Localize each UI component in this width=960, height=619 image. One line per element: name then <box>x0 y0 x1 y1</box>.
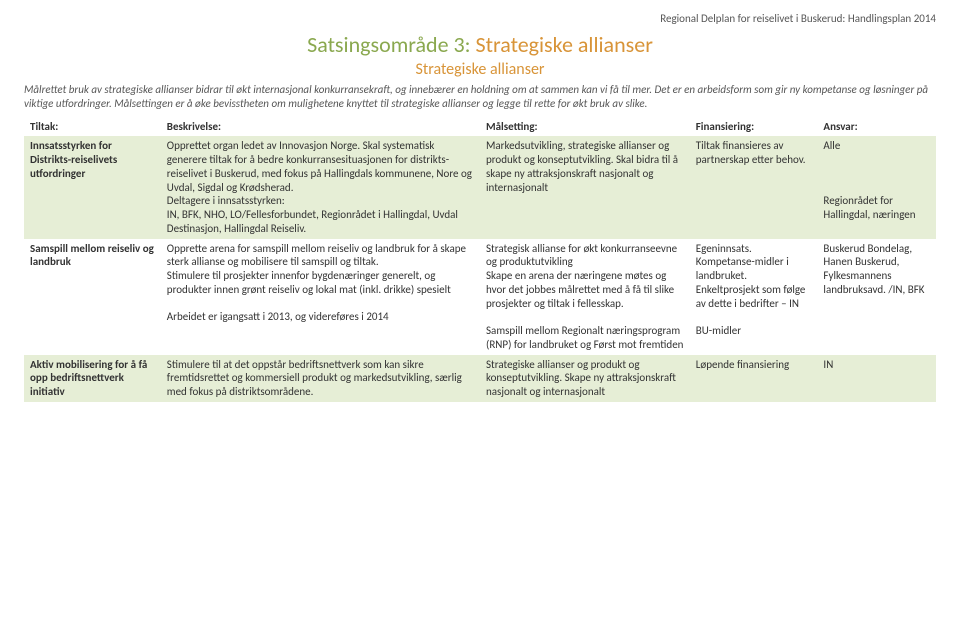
title-part-green: Satsingsområde 3: <box>307 31 470 58</box>
col-header-tiltak: Tiltak: <box>24 117 161 137</box>
cell-malsetting: Strategiske allianser og produkt og kons… <box>480 355 690 402</box>
cell-finansiering: Egeninnsats.Kompetanse-midler i landbruk… <box>690 239 818 355</box>
actions-table: Tiltak: Beskrivelse: Målsetting: Finansi… <box>24 117 936 402</box>
cell-malsetting: Strategisk allianse for økt konkurransee… <box>480 239 690 355</box>
cell-malsetting: Markedsutvikling, strategiske allianser … <box>480 136 690 238</box>
cell-beskrivelse: Opprette arena for samspill mellom reise… <box>161 239 480 355</box>
cell-tiltak: Samspill mellom reiseliv og landbruk <box>24 239 161 355</box>
table-header-row: Tiltak: Beskrivelse: Målsetting: Finansi… <box>24 117 936 137</box>
document-header-right: Regional Delplan for reiselivet i Busker… <box>24 12 936 25</box>
cell-tiltak: Aktiv mobilisering for å få opp bedrifts… <box>24 355 161 402</box>
col-header-ansvar: Ansvar: <box>817 117 936 137</box>
intro-paragraph: Målrettet bruk av strategiske allianser … <box>24 83 936 111</box>
table-row: Samspill mellom reiseliv og landbruk Opp… <box>24 239 936 355</box>
cell-finansiering: Løpende finansiering <box>690 355 818 402</box>
table-row: Innsatsstyrken for Distrikts-reiselivets… <box>24 136 936 238</box>
table-row: Aktiv mobilisering for å få opp bedrifts… <box>24 355 936 402</box>
cell-tiltak: Innsatsstyrken for Distrikts-reiselivets… <box>24 136 161 238</box>
col-header-finansiering: Finansiering: <box>690 117 818 137</box>
cell-ansvar: Buskerud Bondelag,Hanen Buskerud, Fylkes… <box>817 239 936 355</box>
cell-ansvar: IN <box>817 355 936 402</box>
page-title: Satsingsområde 3: Strategiske allianser <box>24 31 936 58</box>
cell-ansvar: AlleRegionrådet for Hallingdal, næringen <box>817 136 936 238</box>
cell-finansiering: Tiltak finansieres av partnerskap etter … <box>690 136 818 238</box>
col-header-beskrivelse: Beskrivelse: <box>161 117 480 137</box>
page-subtitle: Strategiske allianser <box>24 60 936 79</box>
cell-beskrivelse: Stimulere til at det oppstår bedriftsnet… <box>161 355 480 402</box>
cell-beskrivelse: Opprettet organ ledet av Innovasjon Norg… <box>161 136 480 238</box>
col-header-malsetting: Målsetting: <box>480 117 690 137</box>
title-part-orange: Strategiske allianser <box>471 31 653 58</box>
